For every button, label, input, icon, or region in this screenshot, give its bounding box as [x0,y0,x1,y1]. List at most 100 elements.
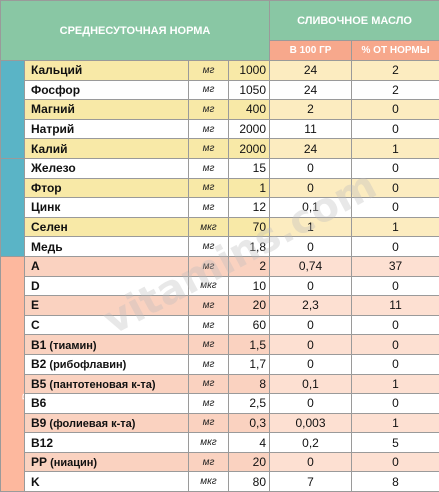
nutrient-name-text: Натрий [31,122,74,136]
percent-value-cell: 0 [352,100,439,120]
nutrient-name-text: B1 [31,338,46,352]
nutrient-name: Цинк [25,198,189,218]
nutrient-name-text: PP [31,455,47,469]
nutrient-name-text: Железо [31,161,76,175]
table-row: МикроэлементыЖелезомг1500 [1,158,439,178]
per100-value-cell: 0 [270,335,352,355]
norm-value-cell: 2000 [229,139,270,159]
per100-column-header: В 100 ГР [270,41,352,61]
norm-value-cell: 15 [229,158,270,178]
nutrient-name: Железо [25,158,189,178]
norm-value-cell: 60 [229,315,270,335]
group-label-vitamins: Витамины [1,256,25,491]
percent-value-cell: 1 [352,413,439,433]
nutrient-name-text: A [31,259,40,273]
per100-value-cell: 0 [270,237,352,257]
percent-value-cell: 0 [352,119,439,139]
nutrient-name: Медь [25,237,189,257]
nutrient-name-text: C [31,318,40,332]
percent-value-cell: 0 [352,178,439,198]
percent-value-cell: 0 [352,158,439,178]
percent-value-cell: 5 [352,433,439,453]
percent-value-cell: 0 [352,198,439,218]
unit-cell: мг [189,256,229,276]
nutrient-name-text: Кальций [31,63,82,77]
nutrient-name-text: K [31,475,40,489]
per100-value-cell: 0 [270,452,352,472]
nutrient-name: K [25,472,189,492]
norm-value-cell: 10 [229,276,270,296]
norm-value-cell: 20 [229,452,270,472]
nutrient-name-text: Магний [31,102,75,116]
nutrient-name-note: (пантотеновая к-та) [46,379,155,391]
nutrient-name: Натрий [25,119,189,139]
norm-value-cell: 2 [229,256,270,276]
percent-value-cell: 1 [352,217,439,237]
unit-cell: мг [189,178,229,198]
percent-value-cell: 0 [352,315,439,335]
nutrient-name-text: Цинк [31,200,60,214]
nutrient-name-note: (ниацин) [47,457,97,469]
norm-value-cell: 12 [229,198,270,218]
percent-value-cell: 0 [352,335,439,355]
nutrient-name: Селен [25,217,189,237]
unit-cell: мкг [189,433,229,453]
per100-value-cell: 0,1 [270,374,352,394]
per100-value-cell: 0,1 [270,198,352,218]
norm-value-cell: 4 [229,433,270,453]
unit-cell: мг [189,394,229,414]
unit-cell: мг [189,119,229,139]
unit-cell: мг [189,413,229,433]
nutrient-name-text: Медь [31,240,63,254]
per100-value-cell: 2 [270,100,352,120]
norm-value-cell: 80 [229,472,270,492]
nutrient-name-text: B6 [31,396,46,410]
unit-cell: мг [189,158,229,178]
percent-value-cell: 0 [352,354,439,374]
unit-cell: мг [189,237,229,257]
unit-cell: мкг [189,276,229,296]
norm-value-cell: 1050 [229,80,270,100]
nutrient-name: B9 (фолиевая к-та) [25,413,189,433]
percent-value-cell: 0 [352,276,439,296]
unit-cell: мг [189,296,229,316]
percent-value-cell: 0 [352,394,439,414]
per100-value-cell: 7 [270,472,352,492]
unit-cell: мг [189,198,229,218]
nutrient-name: Кальций [25,61,189,81]
table-row: МакроэлементыКальциймг1000242 [1,61,439,81]
per100-value-cell: 0 [270,178,352,198]
nutrient-name-text: E [31,298,39,312]
nutrient-name-text: D [31,279,40,293]
unit-cell: мг [189,61,229,81]
per100-value-cell: 0 [270,354,352,374]
norm-value-cell: 8 [229,374,270,394]
nutrient-name: B1 (тиамин) [25,335,189,355]
nutrient-name: A [25,256,189,276]
product-header: СЛИВОЧНОЕ МАСЛО [270,1,439,41]
nutrient-name: B5 (пантотеновая к-та) [25,374,189,394]
per100-value-cell: 0,2 [270,433,352,453]
unit-cell: мг [189,315,229,335]
nutrient-name: B12 [25,433,189,453]
per100-value-cell: 11 [270,119,352,139]
unit-cell: мкг [189,217,229,237]
norm-value-cell: 70 [229,217,270,237]
norm-header: СРЕДНЕСУТОЧНАЯ НОРМА [1,1,270,61]
nutrient-name: D [25,276,189,296]
nutrient-name-note: (фолиевая к-та) [46,418,135,430]
unit-cell: мг [189,374,229,394]
nutrient-name: Фтор [25,178,189,198]
